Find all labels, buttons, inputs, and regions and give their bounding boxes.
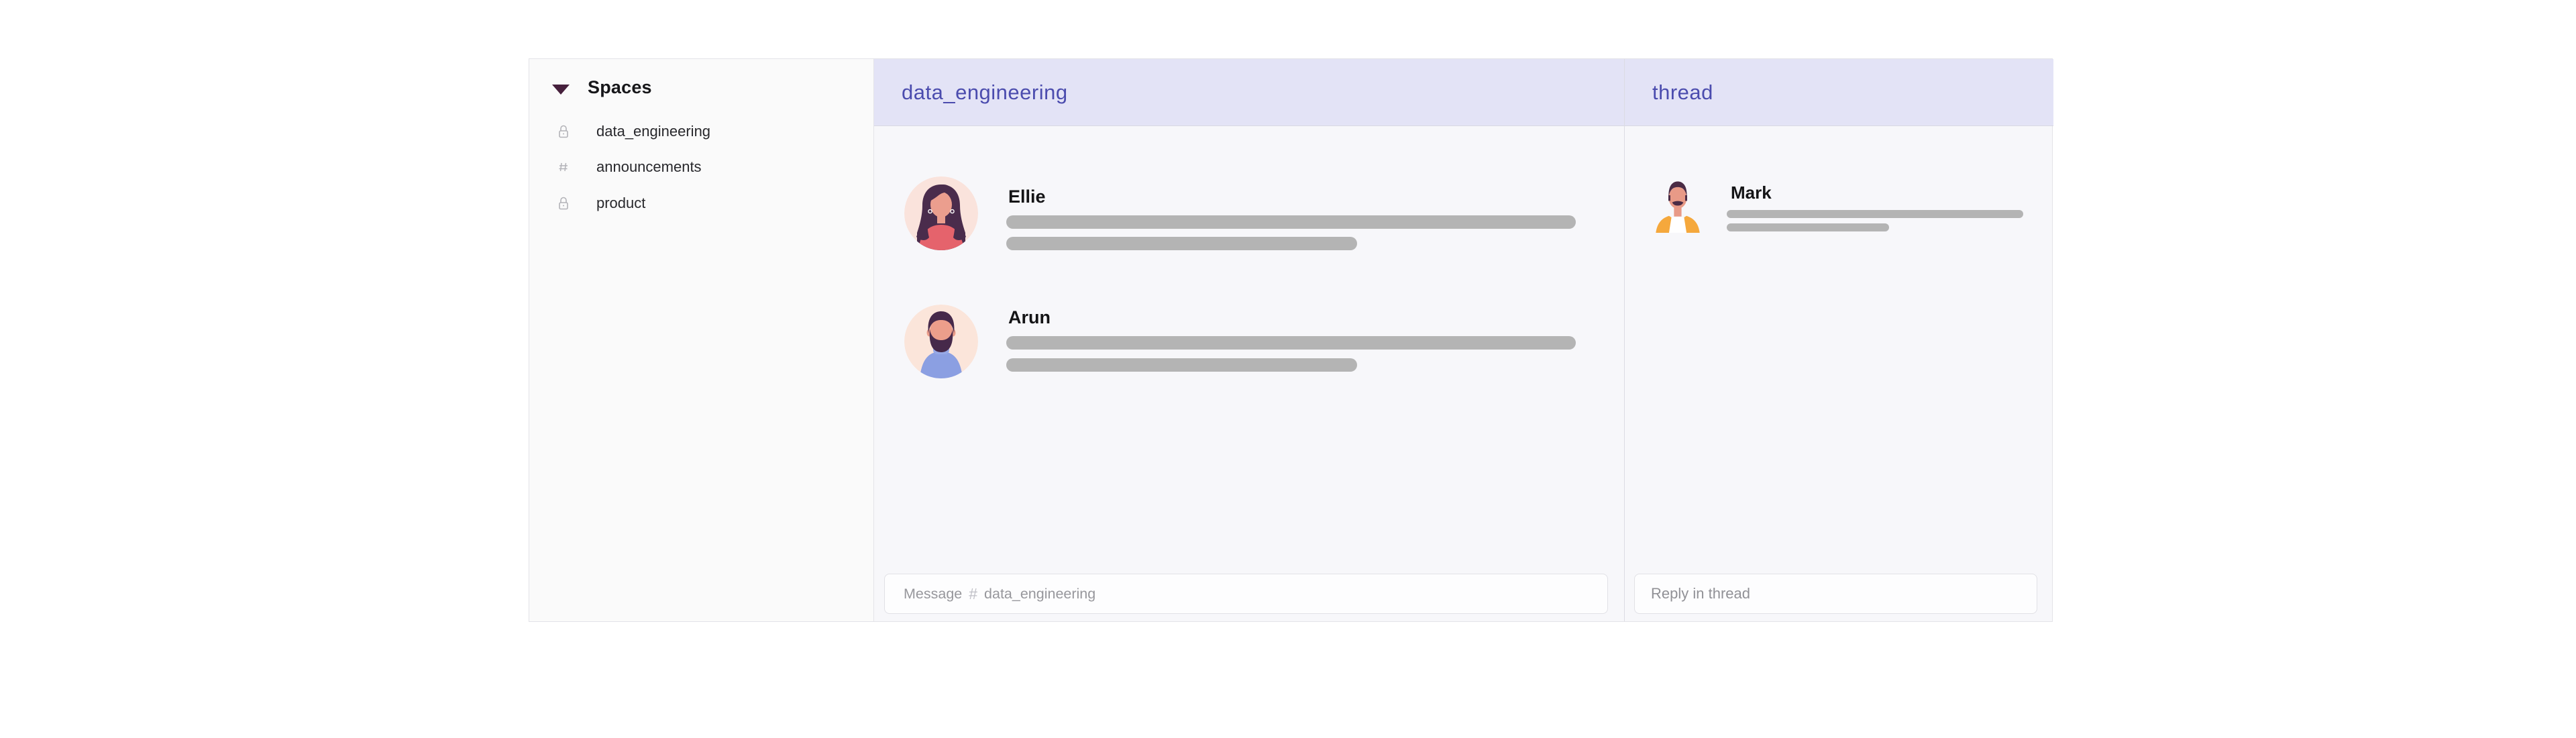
reply-input[interactable] — [1635, 574, 2037, 613]
chat-app-window: Spaces data_engineering — [529, 58, 2053, 622]
thread-panel: thread Mark — [1624, 59, 2053, 621]
lock-icon — [557, 196, 570, 211]
message-author: Mark — [1731, 182, 1772, 203]
message-author: Ellie — [1008, 187, 1046, 207]
sidebar-title: Spaces — [588, 77, 652, 97]
sidebar-item-label: product — [596, 195, 646, 211]
sidebar-item-announcements[interactable]: announcements — [529, 149, 873, 185]
message-line-placeholder — [1727, 223, 1889, 231]
message-composer: Message # data_engineering — [884, 574, 1608, 614]
channel-panel: data_engineering Ellie — [874, 59, 1624, 621]
sidebar-item-label: announcements — [596, 158, 702, 175]
lock-icon — [557, 124, 570, 139]
collapse-caret-icon[interactable] — [552, 85, 570, 95]
message-author: Arun — [1008, 307, 1051, 327]
message-line-placeholder — [1006, 215, 1576, 229]
spaces-header: Spaces — [529, 75, 873, 99]
message-line-placeholder — [1006, 237, 1357, 250]
channel-title: data_engineering — [902, 81, 1068, 104]
thread-composer — [1634, 574, 2037, 614]
message-input[interactable] — [885, 574, 1607, 613]
sidebar-item-product[interactable]: product — [529, 185, 873, 221]
channel-header: data_engineering — [874, 59, 1624, 126]
avatar-arun — [904, 305, 978, 378]
message-line-placeholder — [1006, 358, 1357, 372]
message-line-placeholder — [1727, 210, 2023, 218]
thread-header: thread — [1625, 59, 2053, 126]
sidebar: Spaces data_engineering — [529, 59, 874, 621]
avatar-mark — [1650, 176, 1706, 233]
sidebar-item-label: data_engineering — [596, 123, 711, 140]
sidebar-item-data_engineering[interactable]: data_engineering — [529, 113, 873, 150]
avatar-ellie — [904, 176, 978, 250]
thread-title: thread — [1652, 81, 1713, 104]
hash-icon — [557, 160, 570, 174]
message-line-placeholder — [1006, 336, 1576, 350]
